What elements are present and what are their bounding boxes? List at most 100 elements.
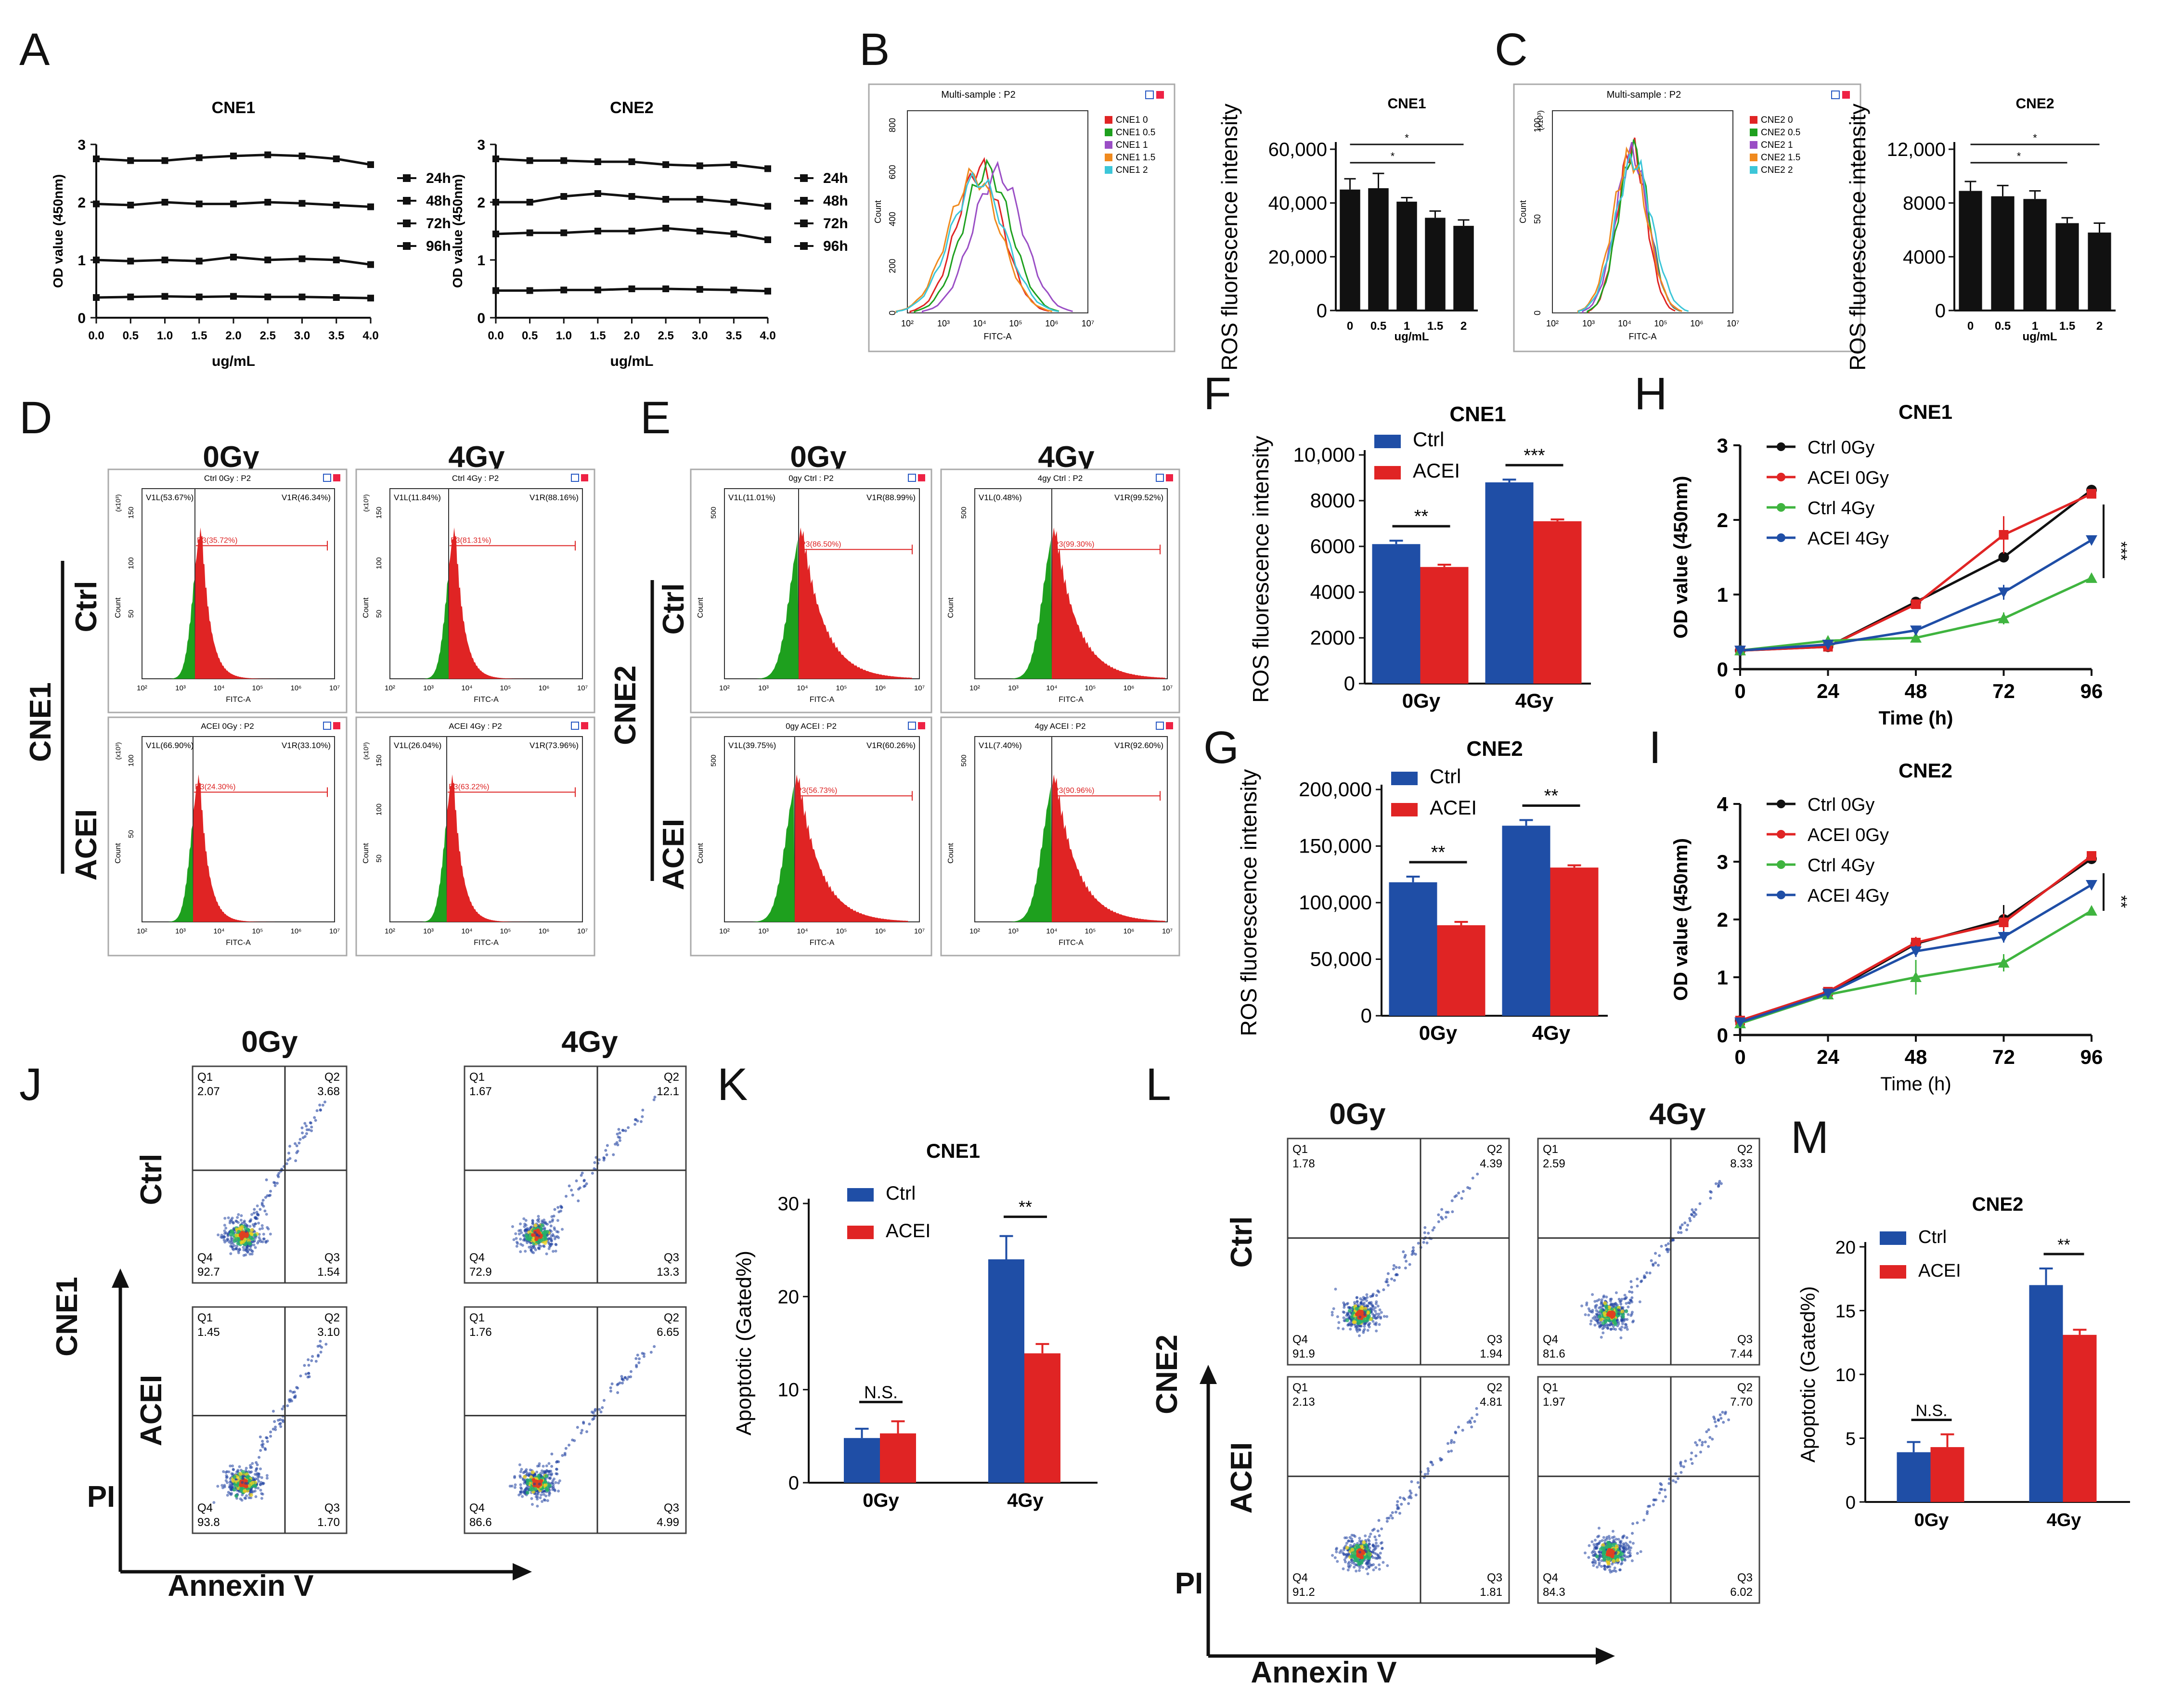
dot <box>1346 1302 1349 1305</box>
dot-tail <box>1398 1496 1402 1500</box>
dot-tail <box>1647 1505 1650 1508</box>
close-icon[interactable] <box>333 474 340 481</box>
dot-tail <box>1426 1467 1430 1470</box>
close-icon[interactable] <box>918 722 925 729</box>
dot <box>534 1495 538 1499</box>
dot-dense <box>238 1472 243 1476</box>
dot-dense <box>1607 1305 1611 1309</box>
q4-value: 91.9 <box>1292 1347 1315 1360</box>
dot-tail <box>314 1359 318 1363</box>
hist-x-tick: 10⁵ <box>836 684 847 692</box>
x-axis-label: Time (h) <box>1879 708 1953 729</box>
window-icon[interactable] <box>1831 91 1840 99</box>
dot-tail <box>1636 1284 1639 1288</box>
sig-label: ** <box>1414 506 1429 527</box>
dot <box>238 1247 241 1251</box>
d-row-ctrl: Ctrl <box>70 581 103 633</box>
q1-value: 1.97 <box>1543 1396 1565 1409</box>
dot-tail <box>307 1363 310 1367</box>
dot-dense <box>1366 1316 1370 1320</box>
e-col-4gy: 4Gy <box>1038 440 1095 474</box>
window-icon[interactable] <box>323 722 331 730</box>
dot-tail <box>1645 1271 1649 1274</box>
window-icon[interactable] <box>908 474 916 482</box>
q1-label: Q1 <box>1292 1143 1308 1156</box>
dot-tail <box>1378 1534 1381 1538</box>
dot-tail <box>634 1357 638 1360</box>
dot <box>513 1476 517 1479</box>
hist-y-tick: 500 <box>710 754 718 766</box>
dot-tail <box>1449 1441 1453 1444</box>
hist-y-tick: 150 <box>375 754 383 766</box>
close-icon[interactable] <box>581 722 588 729</box>
window-icon[interactable] <box>1156 722 1164 730</box>
window-icon[interactable] <box>323 474 331 482</box>
dot <box>1639 1550 1642 1553</box>
close-icon[interactable] <box>918 474 925 481</box>
dot <box>269 1232 272 1236</box>
y-tick-label: 1 <box>1717 966 1728 989</box>
dot <box>1372 1545 1376 1549</box>
window-icon[interactable] <box>1145 91 1154 99</box>
close-icon[interactable] <box>333 722 340 729</box>
v1r-label: V1R(46.34%) <box>282 493 331 502</box>
dot-tail <box>1389 1514 1393 1517</box>
dot <box>255 1467 258 1471</box>
hist-legend-swatch <box>1105 141 1112 149</box>
x-tick-label: 4.0 <box>760 329 775 342</box>
dot <box>1602 1295 1605 1299</box>
dot <box>519 1250 522 1254</box>
dot-tail <box>1425 1241 1429 1244</box>
dot-dense <box>1347 1308 1352 1313</box>
close-icon[interactable] <box>1166 722 1173 729</box>
dot-tail <box>653 1345 656 1348</box>
dot <box>1367 1566 1370 1569</box>
dot <box>1605 1295 1608 1299</box>
q2-value: 4.39 <box>1480 1157 1502 1170</box>
dot <box>1600 1335 1603 1339</box>
dot-dense <box>245 1475 250 1479</box>
dot-tail <box>317 1355 320 1358</box>
window-icon[interactable] <box>571 474 579 482</box>
dot <box>1357 1569 1361 1572</box>
hist-fill-negative <box>170 580 195 679</box>
dot <box>542 1489 546 1493</box>
dot <box>545 1464 548 1467</box>
dot <box>1595 1299 1599 1303</box>
dot <box>1364 1534 1367 1538</box>
dot <box>248 1253 252 1256</box>
dot <box>1362 1295 1365 1299</box>
window-icon[interactable] <box>908 722 916 730</box>
dot-tail <box>1663 1488 1666 1492</box>
dot-tail <box>1385 1520 1389 1523</box>
data-point <box>93 257 100 263</box>
dot <box>549 1244 552 1247</box>
dot <box>264 1241 268 1244</box>
q2-value: 6.65 <box>657 1326 679 1339</box>
dot <box>523 1229 527 1233</box>
dot <box>1380 1311 1383 1314</box>
dot-tail <box>1667 1482 1671 1485</box>
close-icon[interactable] <box>1166 474 1173 481</box>
close-icon[interactable] <box>1156 91 1164 99</box>
dot-core <box>240 1483 244 1488</box>
dot <box>227 1490 230 1494</box>
dot-tail <box>305 1125 308 1128</box>
x-tick-label: 1.0 <box>556 329 572 342</box>
bar <box>2023 199 2047 311</box>
y-tick-label: 3 <box>77 137 86 153</box>
close-icon[interactable] <box>581 474 588 481</box>
dot-tail <box>1640 1279 1643 1282</box>
legend-swatch <box>1374 466 1401 479</box>
data-point <box>560 157 568 164</box>
data-point <box>594 286 601 294</box>
dot-tail <box>293 1396 296 1399</box>
close-icon[interactable] <box>1842 91 1850 99</box>
window-icon[interactable] <box>1156 474 1164 482</box>
dot <box>1617 1538 1620 1541</box>
dot-tail <box>1653 1498 1656 1501</box>
dot-tail <box>282 1420 285 1423</box>
window-icon[interactable] <box>571 722 579 730</box>
